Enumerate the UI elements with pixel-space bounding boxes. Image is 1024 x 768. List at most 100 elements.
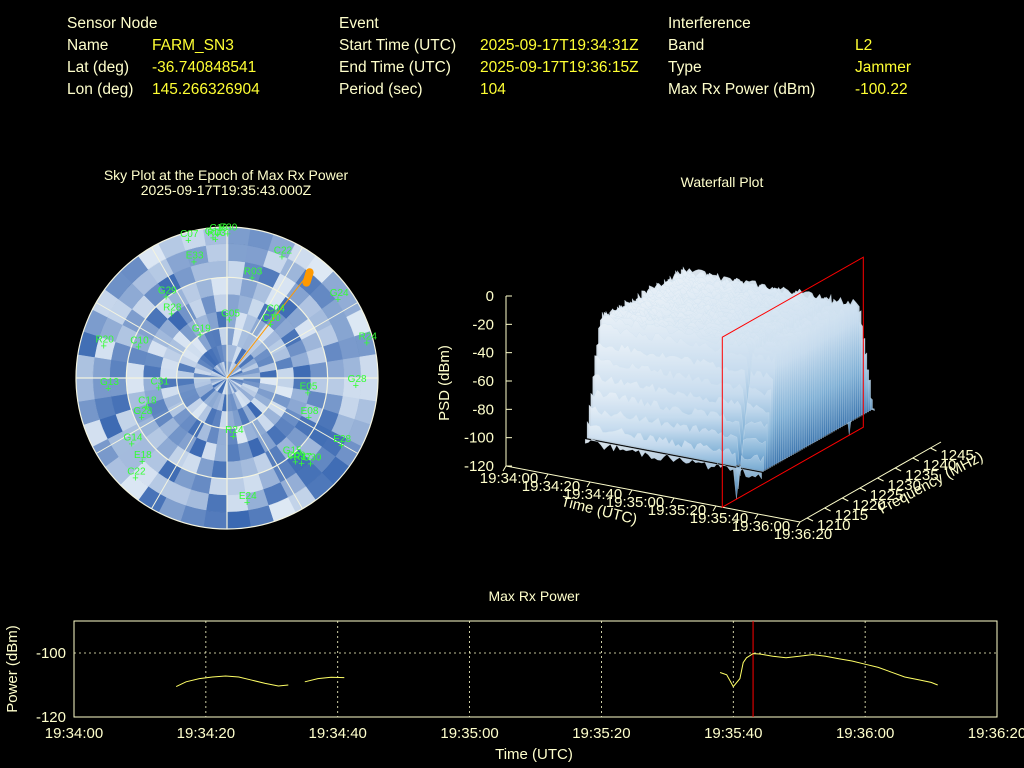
satellite-marker: + [335, 294, 341, 306]
satellite-label: C22 [274, 245, 293, 256]
satellite-marker: + [305, 388, 311, 400]
satellite-marker: + [100, 340, 106, 352]
satellite-label: R37 [293, 452, 312, 463]
sky-cell [225, 460, 244, 479]
jammer-point [302, 278, 311, 287]
satellite-marker: + [197, 329, 203, 341]
azimuth-spoke [251, 246, 303, 335]
satellite-marker: + [298, 458, 304, 470]
satellite-label: C04 [267, 304, 286, 315]
satellite-marker: + [272, 310, 278, 322]
sky-cell [225, 443, 241, 463]
satellite-label: C19 [209, 223, 228, 234]
satellite-marker: + [163, 292, 169, 304]
satellite-marker: + [279, 251, 285, 263]
satellite-marker: + [364, 338, 370, 350]
interference-value: -100.22 [855, 81, 908, 98]
azimuth-spoke [151, 246, 203, 335]
satellite-label: C18 [138, 396, 157, 407]
satellite-marker: + [292, 457, 298, 469]
interference-label: Max Rx Power (dBm) [668, 81, 816, 98]
satellite-label: R03 [207, 228, 226, 239]
satellite-label: C31 [151, 376, 170, 387]
sky-cell [76, 376, 95, 402]
interference-label: Band [668, 37, 705, 54]
sensor-title: Sensor Node [67, 15, 158, 32]
satellite-label: E24 [239, 491, 257, 502]
satellite-label: R03 [244, 267, 263, 278]
satellite-marker: + [307, 458, 313, 470]
sky-cell [225, 510, 251, 529]
sensor-label: Lon (deg) [67, 81, 134, 98]
satellite-marker: + [138, 412, 144, 424]
satellite-marker: + [306, 412, 312, 424]
satellite-label: C22 [127, 467, 146, 478]
azimuth-spoke [151, 421, 203, 510]
sky-plot-title: Sky Plot at the Epoch of Max Rx Power [104, 167, 349, 183]
satellite-marker: + [105, 383, 111, 395]
satellite-marker: + [210, 233, 216, 245]
jammer-track [226, 268, 314, 379]
satellite-marker: + [225, 229, 231, 241]
interference-value: Jammer [855, 59, 911, 76]
sensor-label: Lat (deg) [67, 59, 130, 76]
satellite-label: G30 [302, 452, 321, 463]
satellite-label: G15 [283, 445, 302, 456]
satellite-label: G19 [192, 323, 211, 334]
sky-cell [326, 359, 345, 380]
satellite-label: C07 [180, 229, 199, 240]
sky-plot-subtitle: 2025-09-17T19:35:43.000Z [141, 182, 312, 198]
satellite-marker: + [191, 256, 197, 268]
satellite-marker: + [212, 234, 218, 246]
header-interference: Interference Band L2 Type Jammer Max Rx Po… [668, 13, 911, 101]
satellite-marker: + [249, 273, 255, 285]
satellite-label: G29 [158, 286, 177, 297]
satellite-label: G17 [205, 227, 224, 238]
satellite-marker: + [267, 319, 273, 331]
interference-value: L2 [855, 37, 873, 54]
header-event: Event Start Time (UTC) 2025-09-17T19:34:3… [339, 13, 639, 101]
sky-cell [292, 364, 312, 380]
satellite-marker: + [338, 440, 344, 452]
sky-heatmap [76, 227, 378, 529]
satellite-marker: + [135, 341, 141, 353]
interference-label: Type [668, 59, 702, 76]
azimuth-spoke [95, 402, 184, 454]
event-title: Event [339, 15, 379, 32]
satellite-label: C10 [130, 335, 149, 346]
satellite-label: E08 [301, 406, 319, 417]
azimuth-spoke [251, 421, 303, 510]
sensor-rows: Name FARM_SN3 Lat (deg) -36.740848541 Lon … [67, 35, 260, 101]
event-value: 2025-09-17T19:34:31Z [480, 37, 639, 54]
satellite-marker: + [156, 382, 162, 394]
satellite-marker: + [353, 380, 359, 392]
event-label: End Time (UTC) [339, 59, 451, 76]
satellite-label: E28 [333, 434, 351, 445]
sensor-value: -36.740848541 [152, 59, 257, 76]
azimuth-spoke [95, 302, 184, 354]
satellite-marker: + [214, 229, 220, 241]
satellite-marker: + [168, 309, 174, 321]
satellite-marker: + [288, 451, 294, 463]
event-label: Start Time (UTC) [339, 37, 457, 54]
satellite-label: E18 [134, 450, 152, 461]
satellite-label: G24 [330, 288, 349, 299]
satellite-label: R20 [95, 334, 114, 345]
satellite-marker: + [230, 431, 236, 443]
sensor-label: Name [67, 37, 109, 54]
satellite-marker: + [185, 235, 191, 247]
satellite-label: G28 [348, 374, 367, 385]
satellite-label: R28 [163, 303, 182, 314]
sky-cell [205, 243, 229, 263]
satellite-marker: + [129, 438, 135, 450]
event-value: 104 [480, 81, 506, 98]
sky-cell [309, 361, 328, 380]
satellite-label: R24 [225, 425, 244, 436]
event-label: Period (sec) [339, 81, 423, 98]
satellite-marker: + [226, 314, 232, 326]
satellite-marker: + [143, 402, 149, 414]
satellite-label: R24 [359, 332, 378, 343]
satellites: +C07 +C19+E30+G17+R03+C22+E33+R03+G24+C04… [95, 223, 377, 509]
satellite-label: G05 [221, 308, 240, 319]
